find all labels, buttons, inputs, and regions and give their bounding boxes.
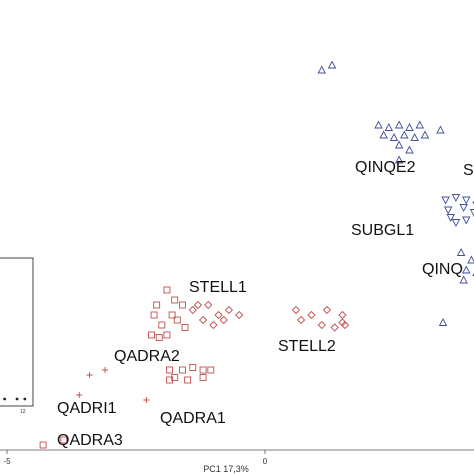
point-qinq [456, 248, 466, 256]
group-label-qinqe2: QINQE2 [355, 159, 416, 176]
point-stell2 [338, 310, 347, 320]
point-stell2 [340, 320, 350, 330]
point-stell1 [198, 315, 208, 325]
point-stell2 [322, 305, 332, 315]
point-qadri1 [102, 367, 109, 373]
point-qadra1 [199, 366, 207, 374]
point-qadra1 [166, 366, 173, 374]
group-label-s: S [463, 162, 474, 179]
point-subgl1 [451, 219, 461, 227]
group-label-qadra2: QADRA2 [114, 348, 180, 365]
x-tick-label: 0 [263, 457, 268, 466]
point-stell1 [193, 300, 203, 310]
group-label-qadra1: QADRA1 [160, 410, 226, 427]
point-qinqe2 [405, 145, 414, 154]
point-qadra3 [39, 441, 47, 449]
point-qadra2 [153, 301, 161, 309]
point-stell2 [296, 315, 306, 325]
point-qinqe2 [420, 130, 430, 139]
point-stell1 [204, 300, 213, 310]
point-stell1 [209, 320, 218, 330]
point-qadra3 [60, 436, 68, 444]
point-qinqe2 [374, 120, 383, 129]
series-layer [39, 60, 474, 449]
point-qadra2 [171, 296, 179, 304]
point-qadra1 [199, 374, 207, 381]
point-qadra2 [150, 311, 158, 319]
group-label-qadra3: QADRA3 [57, 432, 123, 449]
point-qinqe2 [415, 120, 425, 129]
point-qadra2 [178, 301, 186, 309]
point-subgl1 [446, 214, 456, 222]
point-subgl1 [451, 194, 461, 202]
point-stell1 [224, 305, 234, 315]
x-axis-title: PC1 17,3% [203, 464, 249, 474]
point-qadra1 [166, 376, 173, 384]
inset-point [3, 397, 7, 401]
point-qinqe2 [394, 140, 404, 149]
point-qadra2 [155, 334, 163, 341]
point-qinqe2 [327, 60, 337, 69]
point-stell1 [188, 305, 197, 315]
point-qadra2 [173, 316, 181, 324]
point-qinq [461, 265, 471, 274]
point-qinq [459, 275, 468, 284]
point-qadra1 [207, 366, 215, 374]
point-stell2 [291, 305, 301, 315]
point-qinqe2 [405, 123, 414, 131]
group-label-qadri1: QADRI1 [57, 400, 117, 417]
point-subgl1 [461, 196, 471, 205]
point-qinqe2 [400, 130, 409, 139]
inset-panel: 12 [0, 257, 34, 415]
point-subgl1 [443, 206, 453, 215]
point-qinqe2 [394, 120, 404, 129]
point-qadra2 [163, 331, 171, 339]
point-stell1 [214, 310, 223, 320]
point-stell2 [330, 323, 339, 332]
inset-point [23, 397, 27, 401]
point-qadra1 [189, 364, 197, 371]
point-stell2 [307, 310, 316, 320]
point-qinq [467, 255, 474, 264]
point-qinqe2 [384, 123, 394, 131]
group-label-subgl1: SUBGL1 [351, 222, 414, 239]
point-qadra1 [184, 376, 192, 384]
inset-tick-label: 12 [20, 409, 26, 415]
group-label-qinq: QINQ [422, 261, 463, 278]
point-qadra2 [158, 321, 166, 329]
point-qinqe2 [317, 65, 327, 74]
inset-frame [0, 257, 34, 407]
point-qadra2 [181, 324, 189, 331]
point-qadra1 [171, 374, 179, 381]
group-label-stell2: STELL2 [278, 338, 336, 355]
point-qadra2 [148, 331, 155, 339]
point-qinqe2 [394, 155, 404, 164]
inset-point [15, 397, 19, 401]
point-qinqe2 [410, 133, 419, 141]
point-qinqe2 [436, 125, 445, 134]
point-qadra2 [168, 311, 176, 319]
point-stell2 [317, 320, 326, 330]
point-stell1 [235, 310, 244, 320]
point-subgl1 [469, 209, 474, 217]
point-qadri1 [143, 397, 150, 403]
point-subgl1 [459, 204, 468, 212]
point-qadra1 [178, 366, 186, 374]
group-label-stell1: STELL1 [189, 279, 247, 296]
point-qinq [438, 318, 448, 326]
point-stell2 [338, 318, 347, 327]
point-qadri1 [86, 372, 93, 378]
x-tick-label: -5 [3, 457, 11, 466]
point-qinqe2 [379, 130, 388, 139]
point-qinqe2 [389, 133, 399, 141]
point-qadra2 [163, 286, 171, 294]
point-subgl1 [441, 196, 450, 205]
point-qadri1 [76, 392, 83, 398]
point-stell1 [219, 315, 228, 325]
point-subgl1 [461, 216, 471, 225]
